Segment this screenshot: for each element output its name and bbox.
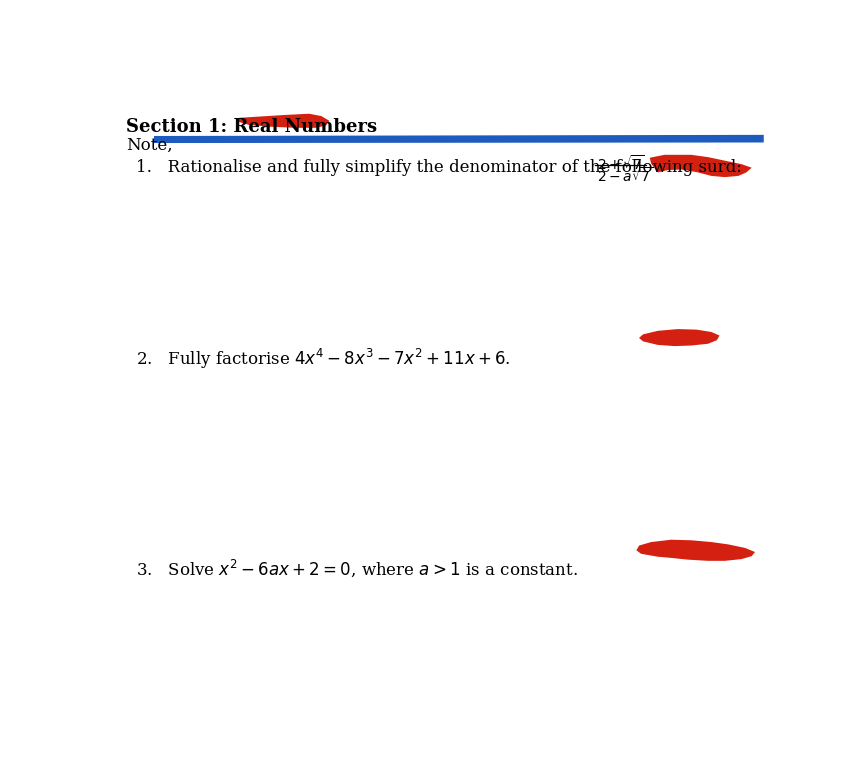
Text: 1.   Rationalise and fully simplify the denominator of the following surd:: 1. Rationalise and fully simplify the de… (137, 159, 742, 176)
Text: 2.   Fully factorise $4x^4 - 8x^3 - 7x^2 + 11x + 6$.: 2. Fully factorise $4x^4 - 8x^3 - 7x^2 +… (137, 347, 511, 371)
Text: $2+\sqrt{7}$: $2+\sqrt{7}$ (598, 154, 645, 172)
Polygon shape (239, 114, 330, 128)
Text: $2-a\sqrt{7}$: $2-a\sqrt{7}$ (598, 167, 654, 185)
Polygon shape (650, 155, 752, 177)
Text: 3.   Solve $x^2 - 6ax + 2 = 0$, where $a > 1$ is a constant.: 3. Solve $x^2 - 6ax + 2 = 0$, where $a >… (137, 558, 579, 579)
Polygon shape (125, 135, 764, 143)
Text: Section 1: Real Numbers: Section 1: Real Numbers (126, 118, 377, 136)
Text: Note,: Note, (126, 137, 173, 154)
FancyBboxPatch shape (108, 133, 154, 144)
Polygon shape (639, 329, 720, 346)
Polygon shape (637, 539, 755, 561)
